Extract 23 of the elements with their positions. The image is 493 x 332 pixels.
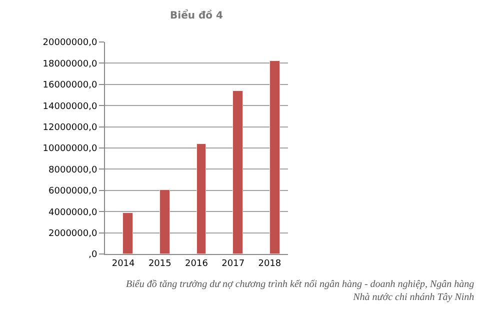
y-tick-label: 20000000,0 — [42, 38, 98, 48]
y-tick-label: 12000000,0 — [42, 122, 98, 133]
x-tick-label: 2016 — [185, 258, 208, 269]
y-tick-label: 10000000,0 — [42, 144, 98, 154]
y-tick-label: 14000000,0 — [42, 102, 98, 112]
text: Biểu đồ tăng trưởng dư nợ chương trình kết nối ngân hàng - doanh nghiệp, Ngân hàng Nhà nước chi nhánh Tây Ninh — [126, 279, 474, 303]
x-tick-label: 2015 — [148, 258, 172, 269]
x-tick-label: 2014 — [112, 258, 136, 269]
bar — [232, 90, 243, 254]
bar — [160, 190, 170, 254]
chart-title: Biểu đồ 4 — [170, 8, 223, 22]
x-tick-label: 2018 — [258, 258, 282, 269]
bar — [122, 212, 133, 254]
y-tick-label: ,0 — [88, 250, 98, 260]
y-tick-label: 6000000,0 — [48, 186, 98, 197]
y-tick-label: 16000000,0 — [42, 80, 98, 91]
y-tick-label: 18000000,0 — [42, 59, 98, 70]
x-tick-label: 2017 — [222, 258, 245, 269]
bar — [270, 60, 280, 254]
y-tick-label: 4000000,0 — [48, 208, 98, 218]
y-tick-label: 8000000,0 — [48, 165, 98, 176]
bar — [196, 144, 206, 254]
y-tick-label: 2000000,0 — [48, 228, 98, 239]
